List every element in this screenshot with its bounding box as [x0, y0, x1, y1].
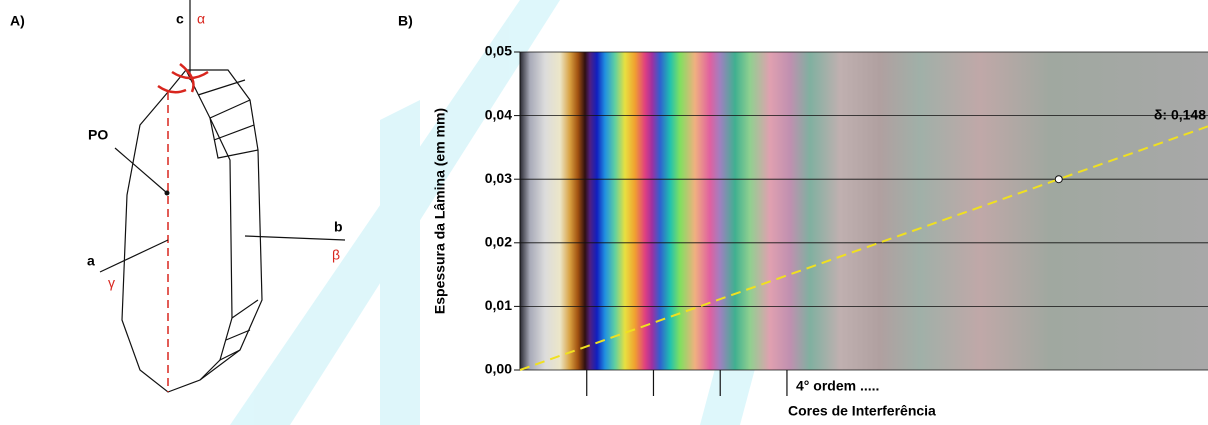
y-tick-label: 0,02: [485, 234, 512, 250]
axis-optic-label: β: [332, 247, 340, 263]
axis-label: b: [334, 219, 343, 235]
birefringence-label: δ: 0,148: [1154, 106, 1206, 122]
y-axis-label: Espessura da Lâmina (em mm): [432, 108, 448, 314]
axis-optic-label: α: [197, 11, 205, 27]
axis-label: c: [176, 11, 184, 27]
y-tick-label: 0,03: [485, 170, 512, 186]
figure: A) c α PO a γ b β B) Espessura da Lâmina…: [0, 0, 1208, 425]
panel-label: B): [398, 13, 413, 29]
y-tick-label: 0,00: [485, 361, 512, 377]
interference-colors: [520, 52, 1208, 370]
x-axis-label: Cores de Interferência: [788, 403, 936, 419]
po-label: PO: [88, 127, 108, 143]
order-label: 4° ordem .....: [796, 378, 879, 394]
marked-point: [1055, 176, 1062, 183]
axis-optic-label: γ: [108, 275, 115, 291]
y-tick-label: 0,04: [485, 106, 512, 122]
panel-label: A): [10, 13, 25, 29]
y-tick-label: 0,05: [485, 43, 512, 59]
y-tick-label: 0,01: [485, 297, 512, 313]
axis-label: a: [87, 253, 95, 269]
